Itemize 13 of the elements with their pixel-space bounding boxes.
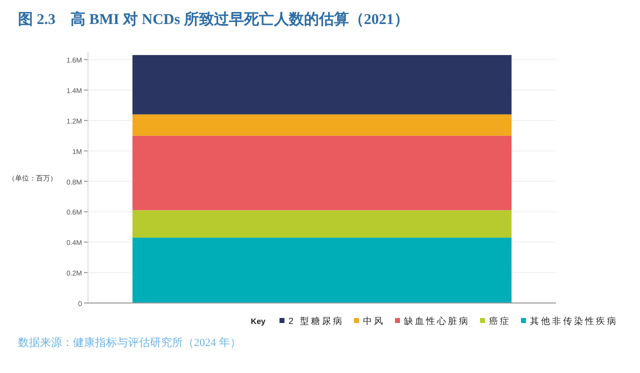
legend-label: 其他非传染性疾病 <box>530 316 618 326</box>
source-note: 数据来源：健康指标与评估研究所（2024 年） <box>18 336 241 349</box>
bar <box>132 55 512 114</box>
legend-label: 中风 <box>363 316 385 326</box>
bar <box>132 136 512 210</box>
bar <box>132 210 512 238</box>
bar <box>132 238 512 303</box>
legend-label: 2 型糖尿病 <box>288 316 344 326</box>
legend-label: 缺血性心脏病 <box>404 316 470 326</box>
bar <box>132 114 512 136</box>
legend-label: 癌症 <box>489 316 511 326</box>
chart-title: 图 2.3 高 BMI 对 NCDs 所致过早死亡人数的估算（2021） <box>18 10 409 28</box>
legend-title: Key <box>250 317 266 326</box>
